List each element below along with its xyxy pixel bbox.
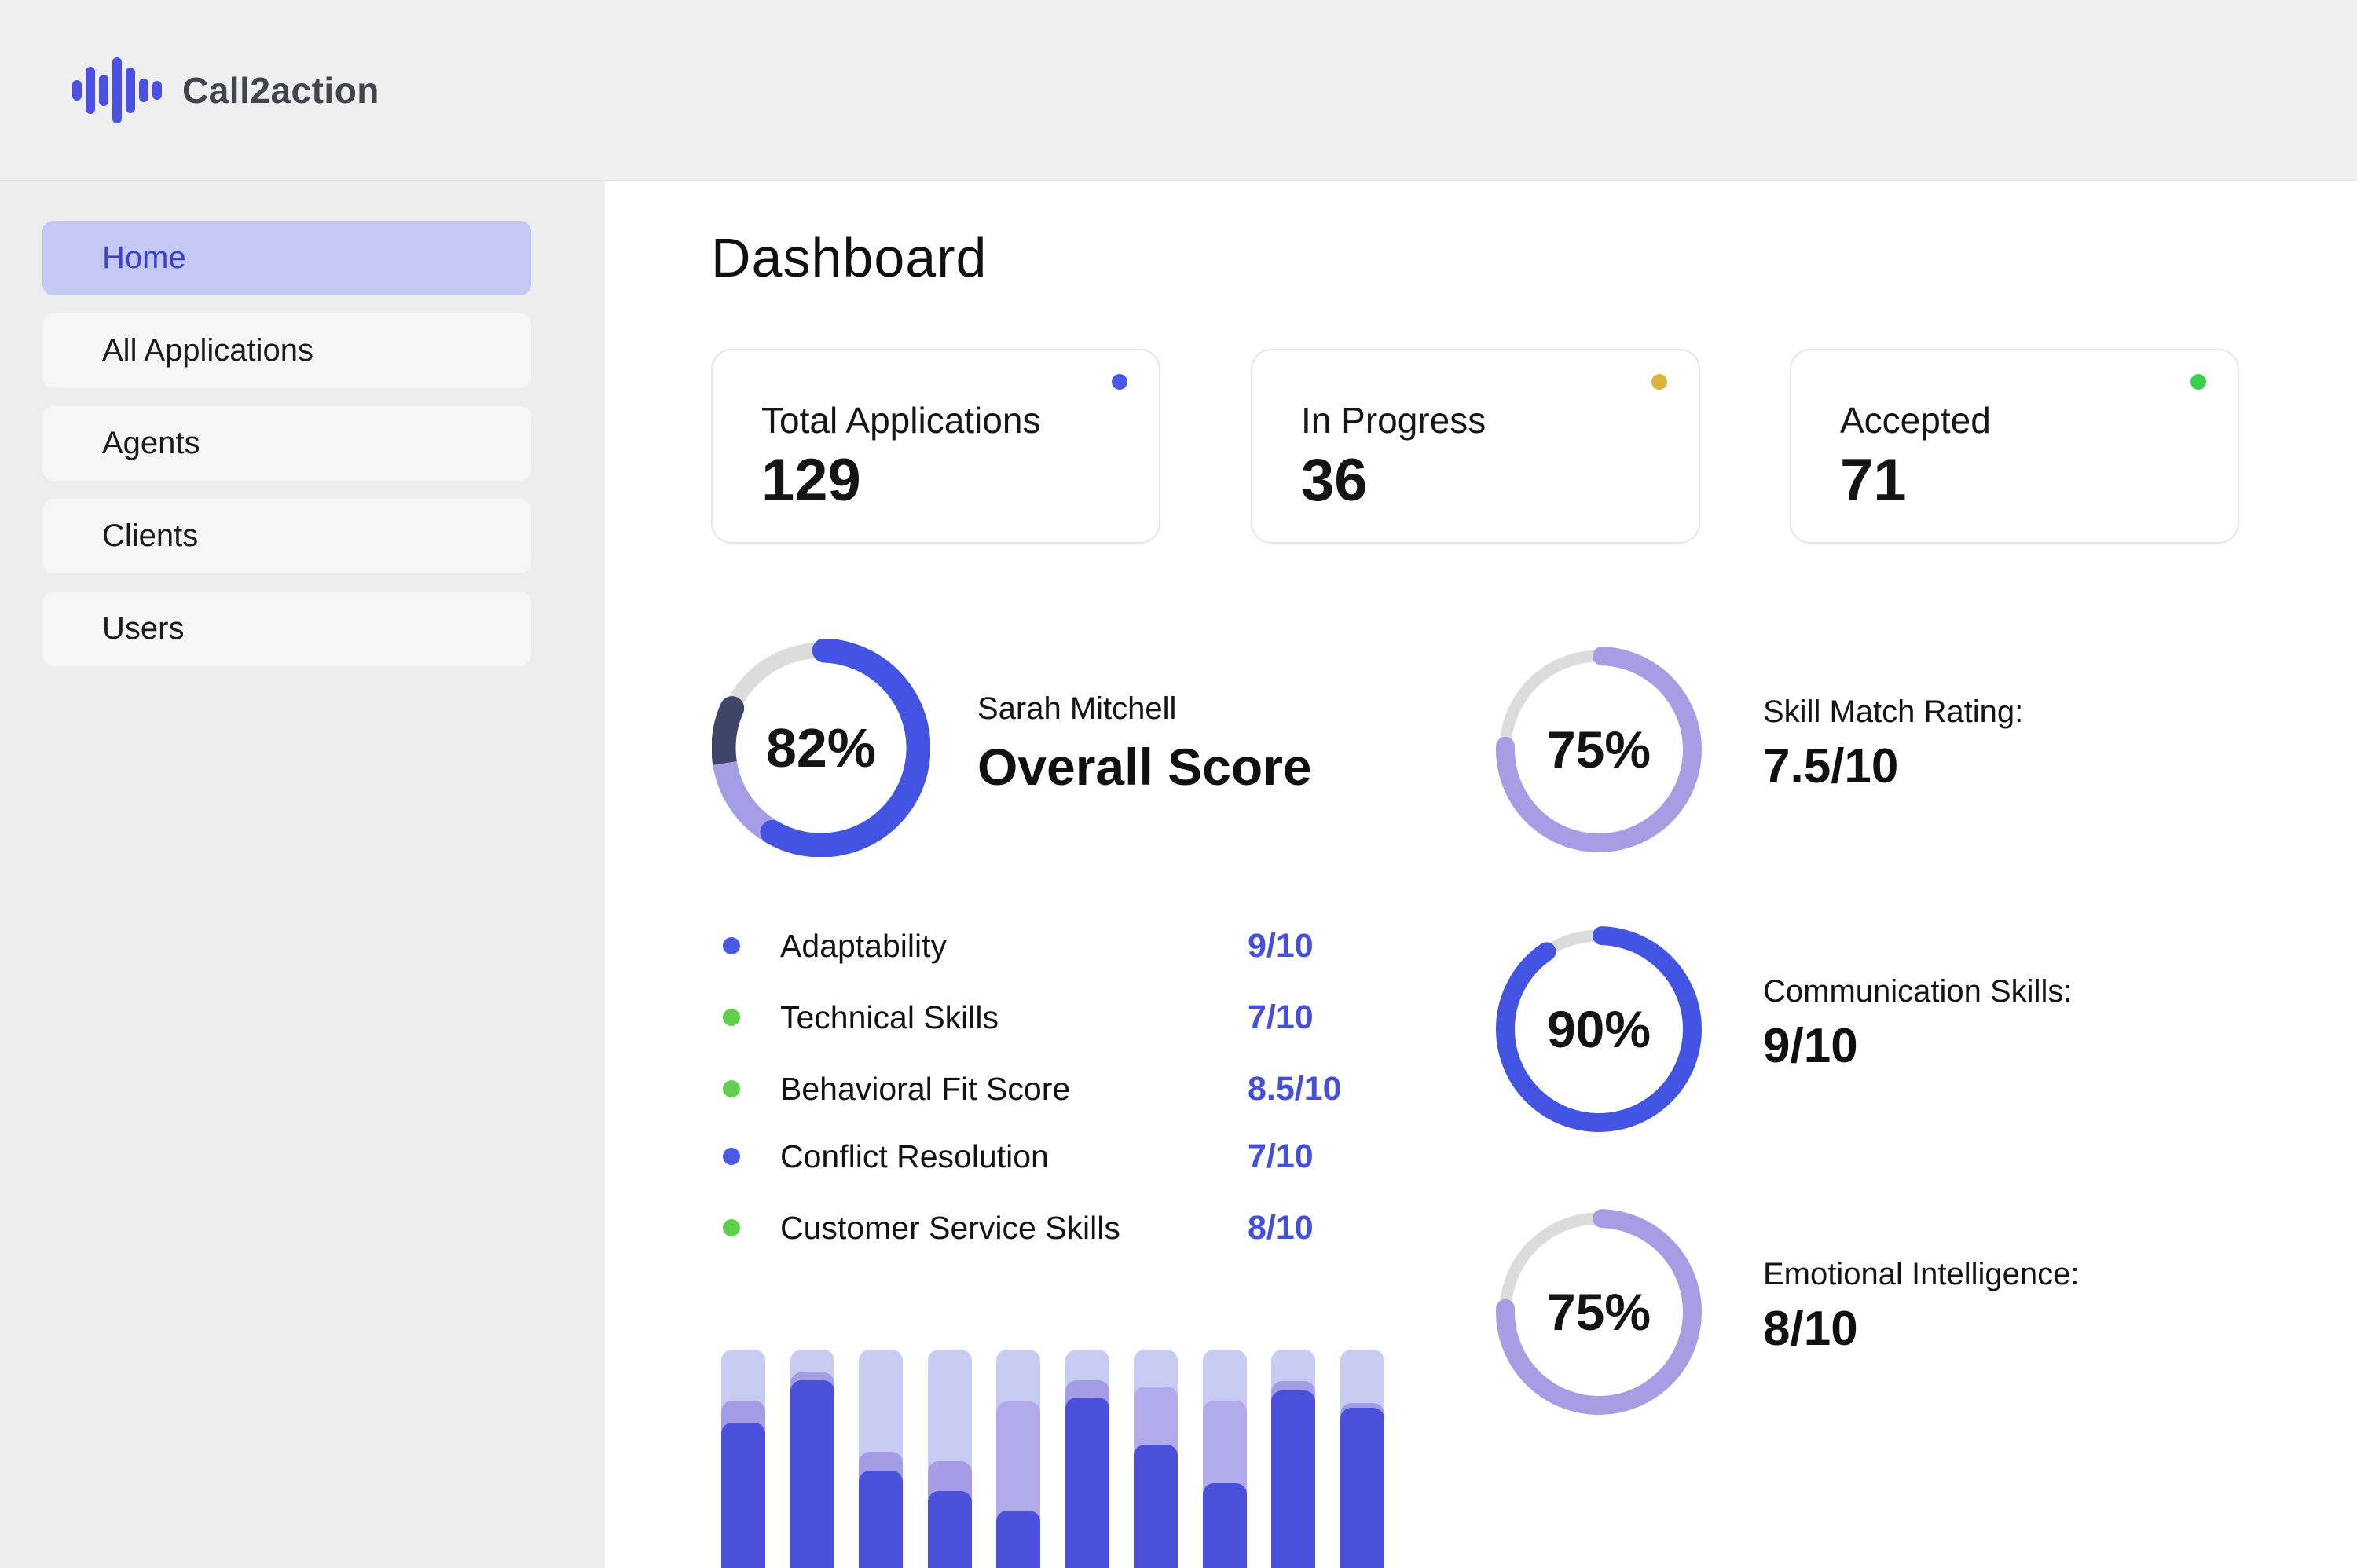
skill-label: Customer Service Skills bbox=[780, 1209, 1120, 1246]
score-bar bbox=[1340, 1350, 1384, 1568]
skill-label: Adaptability bbox=[780, 927, 947, 964]
score-bar bbox=[1202, 1350, 1247, 1568]
sidebar-item-users[interactable]: Users bbox=[42, 592, 531, 666]
emotional-intelligence-donut: 75% bbox=[1495, 1208, 1703, 1416]
skill-row: Conflict Resolution 7/10 bbox=[711, 1138, 1340, 1175]
top-header: Call2action bbox=[0, 0, 2357, 181]
skill-value: 8/10 bbox=[1248, 1208, 1314, 1247]
stat-card-total-applications: Total Applications 129 bbox=[711, 349, 1160, 544]
communication-skills-value: 9/10 bbox=[1763, 1019, 1858, 1073]
score-bar bbox=[1065, 1350, 1109, 1568]
stat-value: 71 bbox=[1840, 447, 1907, 514]
skill-match-value: 7.5/10 bbox=[1763, 739, 1899, 793]
skill-label: Technical Skills bbox=[780, 998, 999, 1035]
skill-label: Behavioral Fit Score bbox=[780, 1070, 1071, 1107]
communication-skills-donut: 90% bbox=[1495, 925, 1703, 1133]
skill-match-percent: 75% bbox=[1546, 720, 1651, 779]
stat-label: Total Applications bbox=[761, 400, 1041, 441]
skill-value: 7/10 bbox=[1248, 998, 1314, 1036]
page-title: Dashboard bbox=[711, 227, 988, 288]
brand-name: Call2action bbox=[182, 70, 379, 111]
sidebar-item-clients[interactable]: Clients bbox=[42, 499, 531, 573]
skill-value: 9/10 bbox=[1248, 926, 1314, 965]
emotional-intelligence-value: 8/10 bbox=[1763, 1302, 1858, 1356]
overall-score-percent: 82% bbox=[765, 717, 877, 779]
skill-dot bbox=[723, 1148, 740, 1165]
communication-skills-label: Communication Skills: bbox=[1763, 974, 2073, 1009]
overall-score-donut: 82% bbox=[712, 639, 930, 857]
status-dot-green bbox=[2190, 374, 2206, 390]
status-dot-blue bbox=[1112, 374, 1127, 390]
emotional-intelligence-percent: 75% bbox=[1546, 1283, 1651, 1341]
status-dot-yellow bbox=[1651, 374, 1667, 390]
sidebar-item-agents[interactable]: Agents bbox=[42, 406, 531, 481]
sidebar-item-home[interactable]: Home bbox=[42, 221, 531, 295]
score-bar bbox=[1271, 1350, 1315, 1568]
communication-skills-percent: 90% bbox=[1546, 1000, 1651, 1058]
sidebar-item-all-applications[interactable]: All Applications bbox=[42, 313, 531, 388]
score-bar bbox=[721, 1350, 765, 1568]
stat-value: 129 bbox=[761, 447, 861, 514]
skill-row: Behavioral Fit Score 8.5/10 bbox=[711, 1069, 1342, 1108]
stat-label: In Progress bbox=[1301, 400, 1486, 441]
skill-dot bbox=[723, 1219, 740, 1236]
skill-match-donut: 75% bbox=[1495, 646, 1703, 853]
stat-card-accepted: Accepted 71 bbox=[1790, 349, 2239, 544]
waveform-logo-icon bbox=[72, 57, 162, 123]
skill-label: Conflict Resolution bbox=[780, 1138, 1049, 1174]
skill-row: Technical Skills 7/10 bbox=[711, 998, 1340, 1036]
score-bar bbox=[1134, 1350, 1178, 1568]
score-bar bbox=[996, 1350, 1040, 1568]
score-bar bbox=[859, 1350, 903, 1568]
skill-dot bbox=[723, 937, 740, 954]
sidebar: Home All Applications Agents Clients Use… bbox=[0, 181, 605, 1568]
score-bar-chart bbox=[721, 1350, 1397, 1568]
skill-value: 7/10 bbox=[1248, 1137, 1314, 1175]
score-bar bbox=[790, 1350, 834, 1568]
skill-match-label: Skill Match Rating: bbox=[1763, 694, 2024, 729]
score-bar bbox=[927, 1350, 972, 1568]
skill-row: Customer Service Skills 8/10 bbox=[711, 1209, 1340, 1247]
stat-card-in-progress: In Progress 36 bbox=[1251, 349, 1700, 544]
stat-label: Accepted bbox=[1840, 400, 1991, 441]
brand-logo[interactable]: Call2action bbox=[72, 0, 379, 181]
emotional-intelligence-label: Emotional Intelligence: bbox=[1763, 1257, 2080, 1291]
stat-value: 36 bbox=[1301, 447, 1368, 514]
overall-score-label: Overall Score bbox=[977, 738, 1312, 796]
skill-dot bbox=[723, 1080, 740, 1097]
candidate-name: Sarah Mitchell bbox=[977, 691, 1177, 726]
skill-row: Adaptability 9/10 bbox=[711, 927, 1340, 965]
skill-dot bbox=[723, 1009, 740, 1026]
skill-value: 8.5/10 bbox=[1248, 1069, 1342, 1108]
